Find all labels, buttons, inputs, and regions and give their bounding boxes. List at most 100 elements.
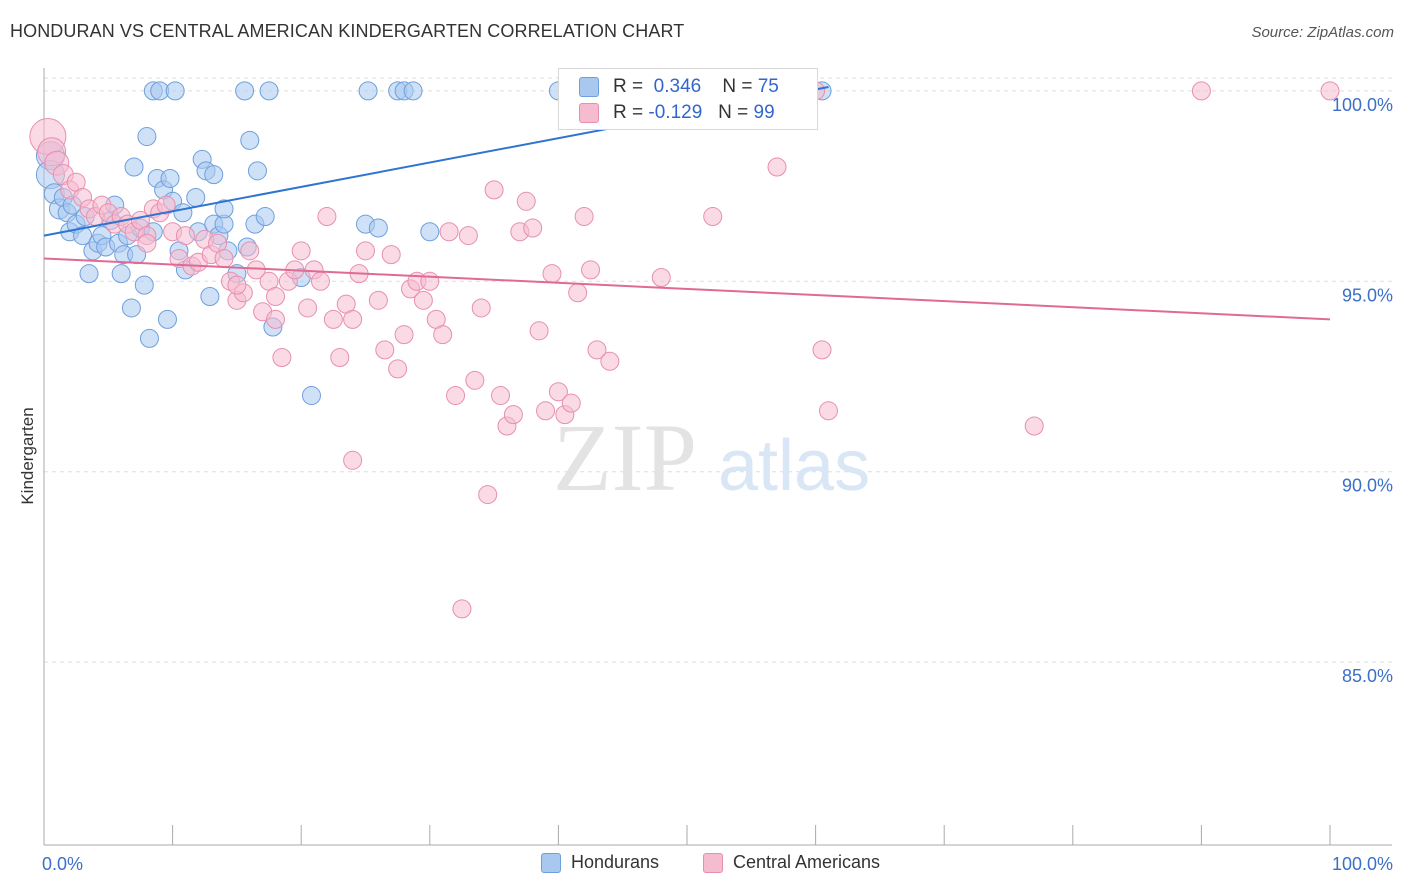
honduran-point	[173, 203, 193, 223]
central-american-point	[1320, 81, 1340, 101]
stats-r-value: -0.129	[648, 102, 703, 123]
legend-item-hondurans[interactable]: Hondurans	[541, 852, 659, 873]
central-american-point	[516, 191, 536, 211]
honduran-point	[259, 81, 279, 101]
stats-box: R = 0.346 N = 75 R = -0.129 N = 99	[558, 68, 818, 130]
central-american-point	[356, 241, 375, 261]
honduran-point	[160, 168, 180, 188]
central-american-point	[523, 218, 543, 238]
legend-swatch-blue	[541, 852, 561, 873]
honduran-point	[204, 165, 224, 185]
honduran-point	[137, 127, 157, 147]
stats-r-label: R =	[613, 102, 644, 123]
legend-label: Hondurans	[571, 852, 660, 872]
watermark-atlas: atlas	[718, 426, 870, 506]
source-label: Source: ZipAtlas.com	[1251, 24, 1394, 41]
honduran-point	[79, 264, 99, 284]
legend-label: Central Americans	[733, 852, 881, 872]
central-american-point	[1191, 81, 1211, 101]
honduran-point	[240, 130, 260, 150]
central-american-point	[767, 157, 787, 177]
central-american-point	[310, 271, 330, 291]
central-american-point	[812, 340, 832, 360]
central-american-point	[1024, 416, 1044, 436]
central-american-point	[465, 370, 485, 390]
central-american-point	[548, 382, 568, 402]
honduran-point	[235, 81, 255, 101]
central-american-point	[265, 309, 285, 329]
central-american-point	[156, 195, 176, 215]
stats-row-central-americans: R = -0.129 N = 99	[579, 100, 775, 126]
central-american-point	[561, 393, 581, 413]
stats-swatch-pink	[579, 103, 599, 123]
central-american-point	[265, 287, 285, 307]
honduran-point	[255, 207, 275, 227]
honduran-point	[200, 287, 220, 307]
central-american-point	[542, 264, 562, 284]
legend-swatch-pink	[703, 852, 723, 873]
central-american-point	[420, 271, 440, 291]
y-tick-label: 90.0%	[1342, 476, 1393, 496]
central-american-point	[298, 298, 318, 318]
central-american-point	[323, 309, 343, 329]
central-american-point	[587, 340, 607, 360]
central-american-point	[651, 267, 671, 287]
honduran-point	[139, 328, 159, 348]
central-american-point	[175, 226, 195, 246]
honduran-point	[186, 188, 206, 207]
stats-n-label: N =	[722, 76, 753, 97]
honduran-point	[165, 81, 185, 101]
central-american-point	[452, 599, 472, 619]
central-american-point	[484, 180, 504, 200]
central-american-point	[568, 283, 588, 303]
central-american-point	[413, 290, 433, 310]
central-american-point	[381, 245, 401, 265]
central-american-point	[388, 359, 408, 379]
central-american-point	[439, 222, 459, 242]
y-tick-label: 95.0%	[1342, 285, 1393, 305]
central-american-point	[137, 233, 157, 253]
honduran-point	[214, 199, 234, 219]
central-american-point	[458, 226, 478, 246]
central-american-point	[491, 386, 511, 406]
central-american-point	[272, 347, 292, 367]
stats-n-value: 75	[757, 76, 779, 97]
legend: Hondurans Central Americans	[0, 850, 1406, 880]
central-american-point	[291, 241, 311, 261]
central-american-point	[536, 401, 556, 421]
stats-n-label: N =	[718, 102, 749, 123]
central-american-point	[478, 485, 498, 505]
honduran-point	[247, 161, 267, 181]
y-tick-label: 85.0%	[1342, 666, 1393, 686]
honduran-point	[73, 226, 93, 246]
honduran-point	[124, 157, 144, 177]
central-american-point	[214, 248, 234, 268]
central-american-point	[818, 401, 838, 421]
honduran-point	[121, 298, 141, 318]
central-american-point	[240, 241, 260, 261]
honduran-point	[358, 81, 378, 101]
central-american-point	[703, 207, 723, 227]
y-tick-label: 100.0%	[1332, 95, 1393, 115]
stats-row-hondurans: R = 0.346 N = 75	[579, 74, 779, 100]
stats-n-value: 99	[753, 102, 775, 123]
central-american-point	[343, 450, 363, 470]
stats-swatch-blue	[579, 77, 599, 97]
honduran-point	[111, 264, 131, 284]
honduran-point	[134, 275, 154, 295]
honduran-point	[157, 309, 177, 329]
x-tick-label: 100.0%	[1332, 854, 1393, 874]
legend-item-central-americans[interactable]: Central Americans	[703, 852, 880, 873]
central-american-point	[529, 321, 549, 341]
central-american-point	[330, 347, 350, 367]
central-american-trend-line	[43, 257, 1331, 321]
central-american-point	[343, 309, 363, 329]
central-american-point	[503, 405, 523, 425]
central-american-point	[446, 386, 466, 406]
stats-r-value: 0.346	[653, 76, 702, 97]
central-american-point	[471, 298, 491, 318]
stats-r-label: R =	[613, 76, 644, 97]
honduran-point	[420, 222, 440, 242]
central-american-point	[574, 207, 594, 227]
